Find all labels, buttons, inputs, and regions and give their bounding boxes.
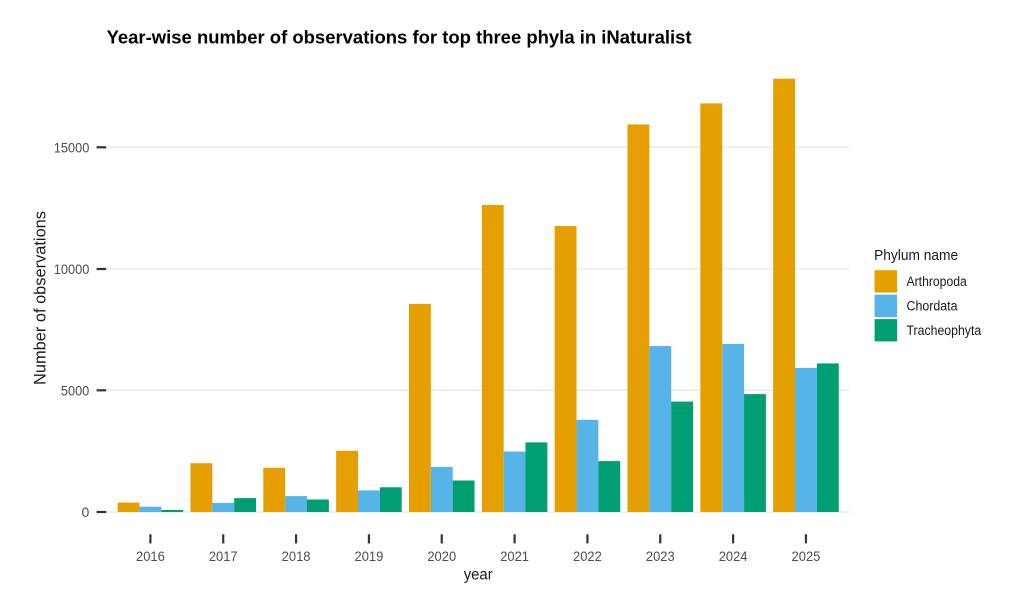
svg-text:10000: 10000 [54,261,90,277]
svg-text:2022: 2022 [573,548,602,564]
svg-text:2017: 2017 [209,548,238,564]
svg-text:2019: 2019 [355,548,384,564]
svg-text:Tracheophyta: Tracheophyta [907,323,982,338]
svg-text:2018: 2018 [282,548,311,564]
svg-text:5000: 5000 [61,382,90,398]
svg-text:2023: 2023 [646,548,675,564]
svg-text:year: year [464,567,493,584]
svg-text:0: 0 [82,504,90,520]
svg-text:Phylum name: Phylum name [874,247,958,264]
svg-text:2020: 2020 [427,548,456,564]
svg-text:15000: 15000 [54,139,90,155]
svg-text:Arthropoda: Arthropoda [907,274,968,289]
svg-text:2025: 2025 [792,548,821,564]
svg-text:Year-wise number of observatio: Year-wise number of observations for top… [107,26,692,47]
svg-text:Chordata: Chordata [907,299,958,314]
svg-text:Number of observations: Number of observations [32,211,50,385]
svg-text:2016: 2016 [136,548,165,564]
svg-text:2021: 2021 [500,548,529,564]
svg-text:2024: 2024 [719,548,748,564]
